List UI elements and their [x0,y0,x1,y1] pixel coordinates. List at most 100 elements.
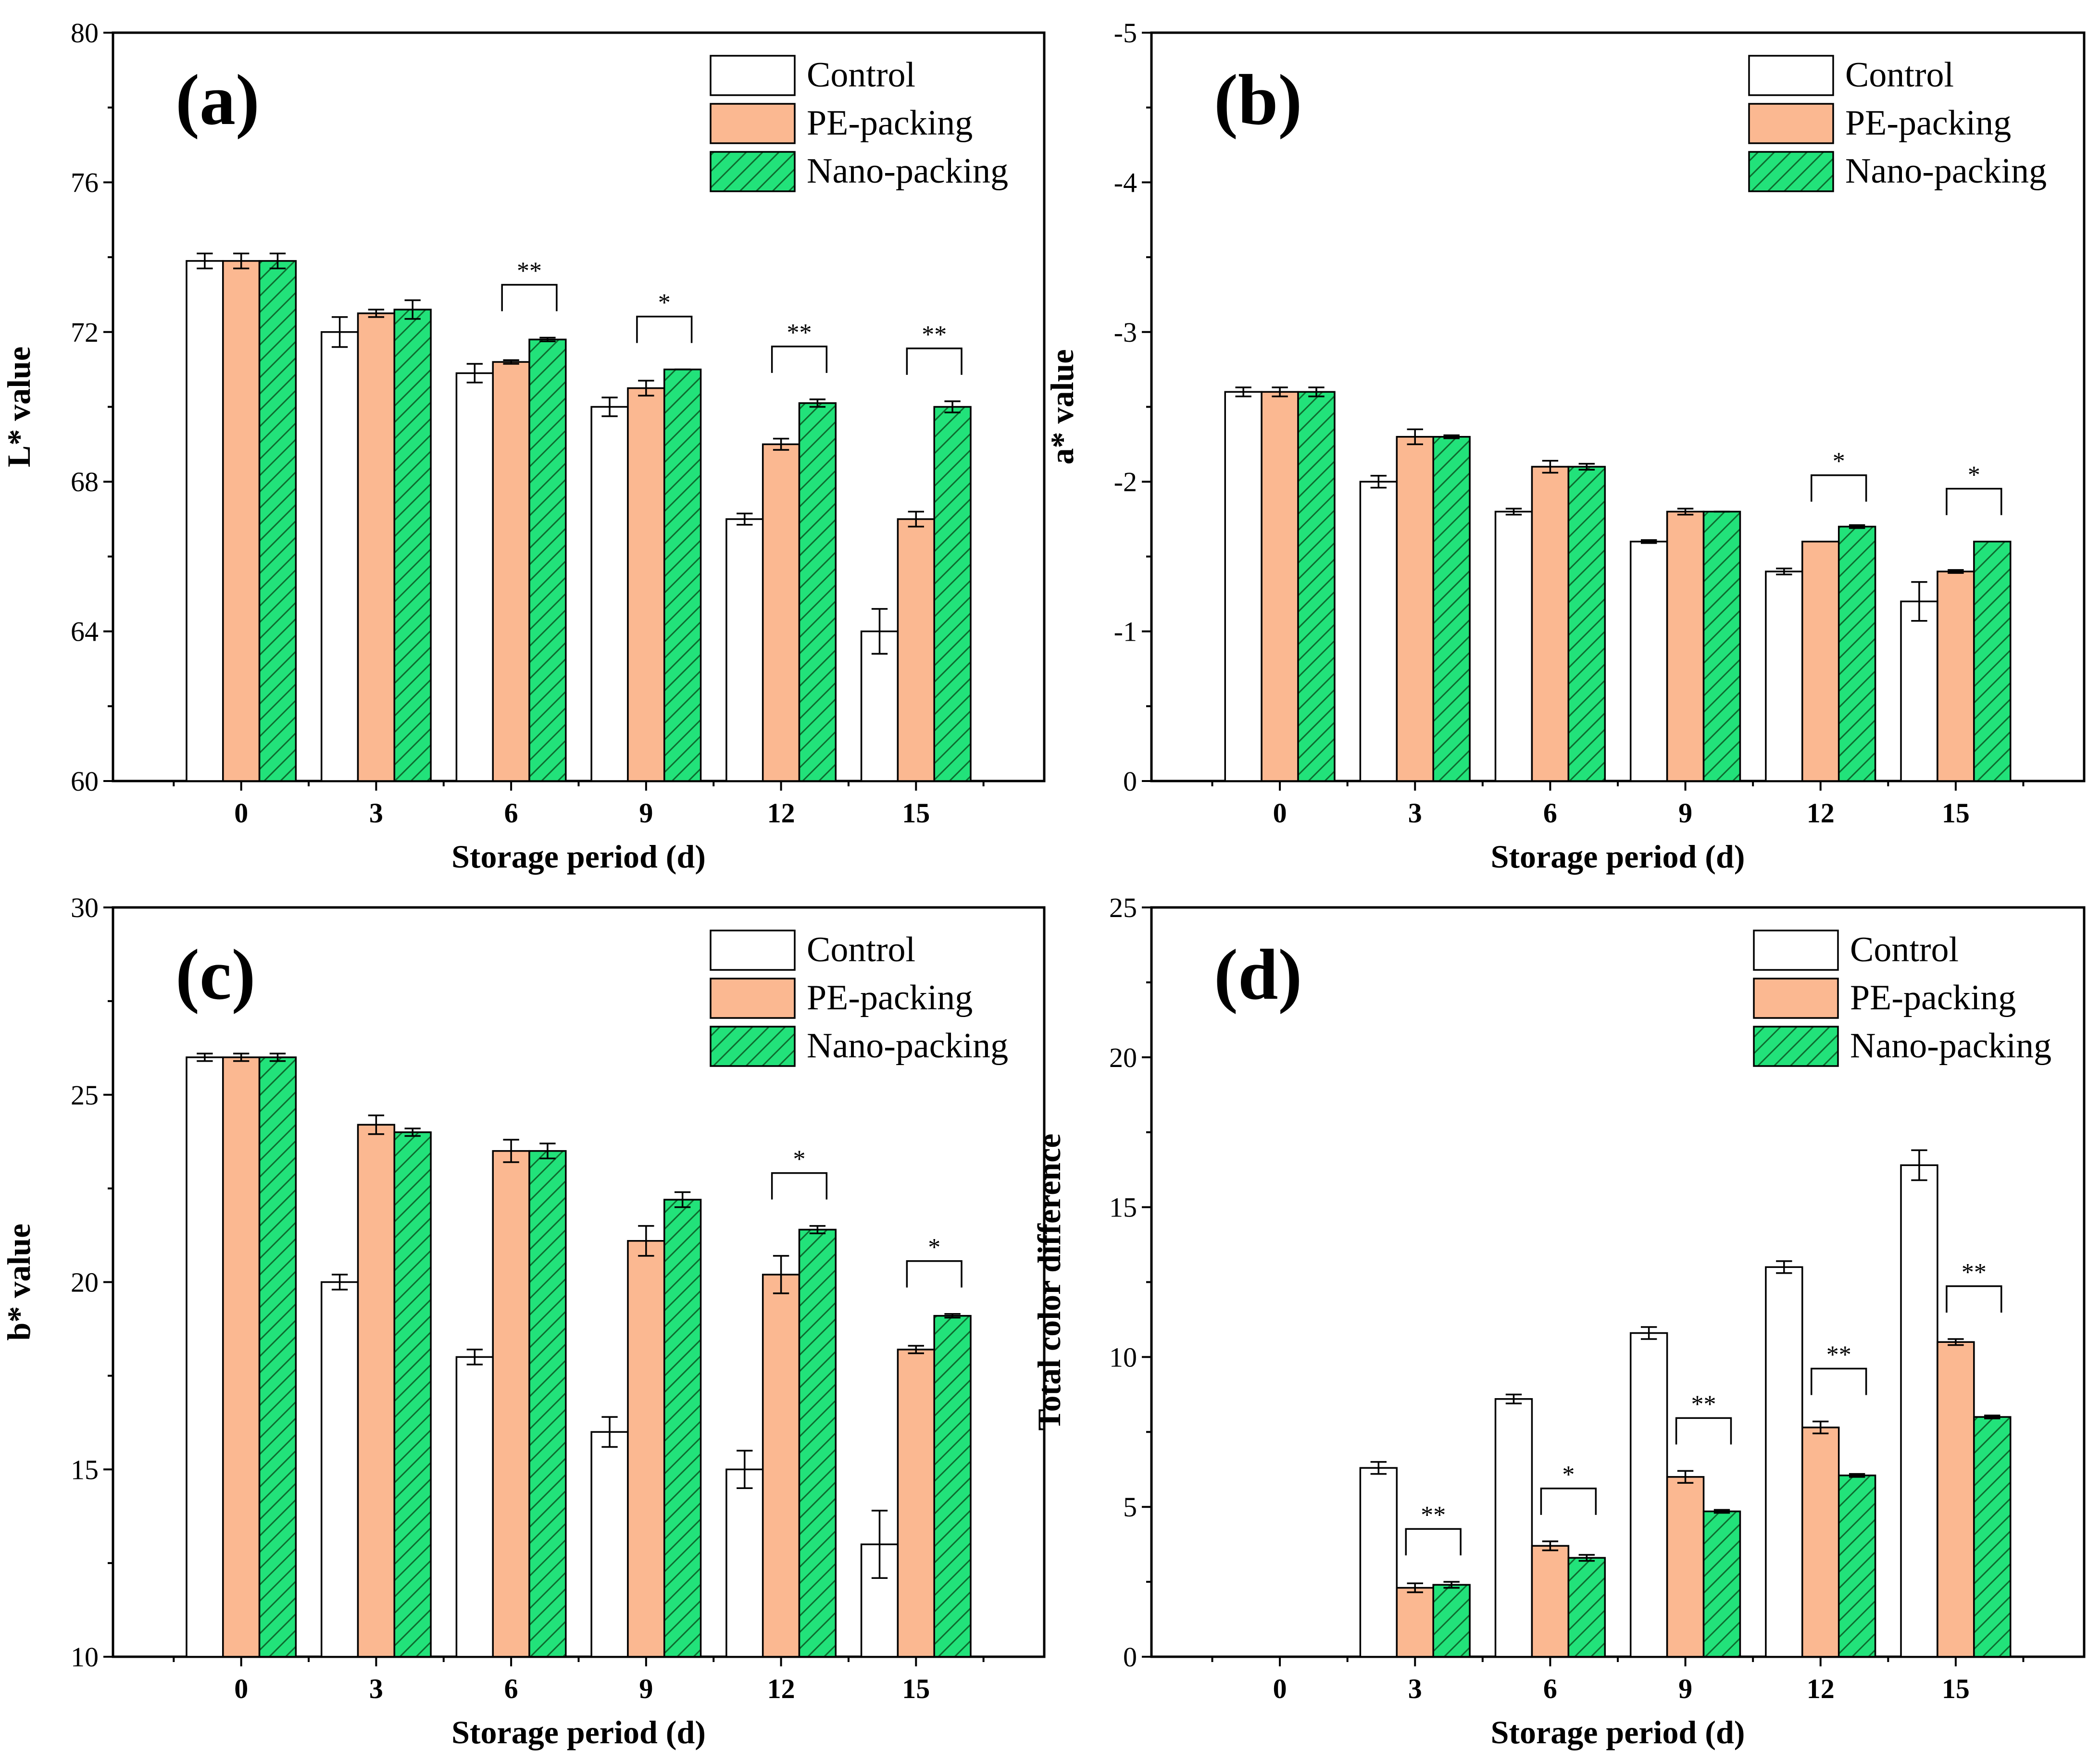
pe-bar [897,518,935,782]
legend-label-control: Control [807,55,915,95]
x-tick-label: 9 [1678,1673,1692,1704]
pe-bar [1261,391,1299,782]
pe-bar [1396,436,1434,782]
x-tick-label: 6 [1543,797,1557,829]
nano-bar [1297,391,1336,782]
pe-bar [1531,466,1570,782]
legend-label-pe: PE-packing [807,978,973,1017]
significance-bracket [1811,474,1867,502]
y-tick-label: 10 [71,1641,99,1673]
pe-bar [1937,1341,1975,1658]
pe-bar [357,312,396,782]
y-tick-label: 60 [71,766,99,797]
panel-label: (a) [175,60,260,140]
x-tick-label: 12 [767,1673,795,1704]
panel-b: 0 -1 -2 -3 -4 -5 0 3 6 9 12 15 * * Storage period (d) a… [1044,17,2086,875]
x-tick-label: 3 [369,1673,383,1704]
nano-bar [1973,541,2012,782]
x-axis-title: Storage period (d) [451,1714,706,1750]
significance-bracket [771,1172,828,1200]
control-bar [1900,1164,1938,1658]
x-tick-label: 9 [639,797,653,829]
x-tick-label: 0 [234,797,248,829]
y-tick-label: 0 [1123,766,1137,797]
panel-label: (d) [1214,935,1302,1015]
control-bar [590,1431,629,1658]
legend-swatch-pe [710,978,796,1019]
legend-swatch-pe [1753,978,1839,1019]
legend-swatch-nano [710,151,796,192]
significance-label: ** [517,257,542,285]
significance-bracket [1405,1528,1462,1556]
x-tick-label: 3 [369,797,383,829]
control-bar [186,260,224,782]
pe-bar [762,443,800,782]
nano-bar [1432,436,1471,782]
legend-label-nano: Nano-packing [1850,1026,2051,1066]
nano-bar [1838,1474,1876,1658]
significance-bracket [771,346,828,373]
nano-bar [933,1315,972,1658]
nano-bar [1567,1557,1606,1658]
control-bar [1224,391,1262,782]
control-bar [1765,571,1803,782]
significance-label: * [658,289,671,317]
y-axis-title: L* value [0,347,37,467]
pe-bar [1937,571,1975,782]
y-axis-title: b* value [0,1224,37,1341]
pe-bar [627,387,665,782]
legend-swatch-control [1748,55,1834,96]
nano-bar [663,368,702,782]
y-tick-label: 10 [1109,1341,1137,1373]
y-tick-label: -3 [1114,317,1137,348]
legend-swatch-pe [710,103,796,144]
pe-bar [1396,1587,1434,1658]
pe-bar [897,1349,935,1658]
legend-swatch-control [710,55,796,96]
pe-bar [1531,1545,1570,1658]
significance-label: ** [787,319,812,347]
pe-bar [357,1124,396,1658]
legend-swatch-nano [710,1026,796,1067]
control-bar [1629,1332,1668,1658]
control-bar [1494,1398,1533,1658]
y-tick-label: 68 [71,466,99,497]
control-bar [1900,600,1938,782]
nano-bar [393,309,432,782]
y-tick-label: 15 [71,1454,99,1485]
y-tick-label: 0 [1123,1641,1137,1673]
significance-bracket [501,284,558,311]
legend-label-pe: PE-packing [807,103,973,143]
control-bar [725,518,764,782]
y-axis-title: a* value [1044,349,1080,465]
panel-c: 10 15 20 25 30 0 3 6 9 12 15 * * Storage period (d) b*… [0,892,1046,1750]
y-tick-label: 5 [1123,1491,1137,1523]
x-axis-title: Storage period (d) [451,838,706,875]
nano-bar [1567,466,1606,782]
pe-bar [1801,1427,1840,1658]
nano-bar [258,1056,297,1658]
significance-bracket [1811,1367,1867,1395]
significance-label: ** [1826,1341,1851,1368]
nano-bar [933,406,972,782]
y-tick-label: -1 [1114,616,1137,647]
control-bar [1765,1266,1803,1658]
y-tick-label: 20 [1109,1042,1137,1073]
legend-swatch-control [1753,930,1839,971]
significance-bracket [906,347,962,375]
pe-bar [1666,1476,1705,1658]
x-tick-label: 15 [902,1673,930,1704]
y-tick-label: 15 [1109,1192,1137,1223]
y-tick-label: 72 [71,317,99,348]
y-tick-label: 20 [71,1267,99,1298]
x-tick-label: 0 [1273,797,1287,829]
y-axis-title: Total color difference [1031,1133,1067,1430]
legend-label-nano: Nano-packing [807,1026,1008,1066]
legend-label-nano: Nano-packing [807,151,1008,191]
x-tick-label: 15 [1942,797,1970,829]
y-tick-label: 30 [71,892,99,923]
significance-bracket [1675,1417,1732,1445]
nano-bar [528,1150,567,1658]
pe-bar [222,260,261,782]
pe-bar [762,1274,800,1658]
